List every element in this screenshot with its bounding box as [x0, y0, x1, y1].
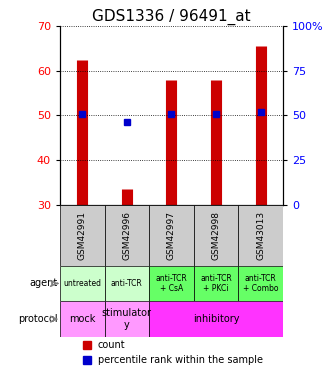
FancyBboxPatch shape [238, 266, 283, 301]
FancyBboxPatch shape [194, 204, 238, 266]
Text: count: count [98, 340, 126, 350]
FancyBboxPatch shape [60, 204, 105, 266]
FancyBboxPatch shape [149, 204, 194, 266]
FancyBboxPatch shape [105, 301, 149, 337]
Text: untreated: untreated [63, 279, 101, 288]
Text: anti-TCR
+ PKCi: anti-TCR + PKCi [200, 274, 232, 293]
Text: anti-TCR: anti-TCR [111, 279, 143, 288]
Text: protocol: protocol [18, 314, 58, 324]
FancyBboxPatch shape [194, 266, 238, 301]
Text: GSM42996: GSM42996 [122, 211, 132, 260]
Text: GSM43013: GSM43013 [256, 210, 265, 260]
Text: anti-TCR
+ CsA: anti-TCR + CsA [156, 274, 187, 293]
Text: GSM42991: GSM42991 [78, 211, 87, 260]
FancyBboxPatch shape [105, 266, 149, 301]
Text: inhibitory: inhibitory [193, 314, 239, 324]
FancyBboxPatch shape [238, 204, 283, 266]
Text: agent: agent [29, 279, 58, 288]
Text: GSM42998: GSM42998 [211, 211, 221, 260]
FancyBboxPatch shape [60, 301, 105, 337]
Text: GSM42997: GSM42997 [167, 211, 176, 260]
FancyBboxPatch shape [60, 266, 105, 301]
Title: GDS1336 / 96491_at: GDS1336 / 96491_at [92, 9, 251, 25]
FancyBboxPatch shape [149, 301, 283, 337]
FancyBboxPatch shape [149, 266, 194, 301]
Text: anti-TCR
+ Combo: anti-TCR + Combo [243, 274, 278, 293]
FancyBboxPatch shape [105, 204, 149, 266]
Text: stimulator
y: stimulator y [102, 308, 152, 330]
Text: percentile rank within the sample: percentile rank within the sample [98, 355, 263, 365]
Text: mock: mock [69, 314, 96, 324]
